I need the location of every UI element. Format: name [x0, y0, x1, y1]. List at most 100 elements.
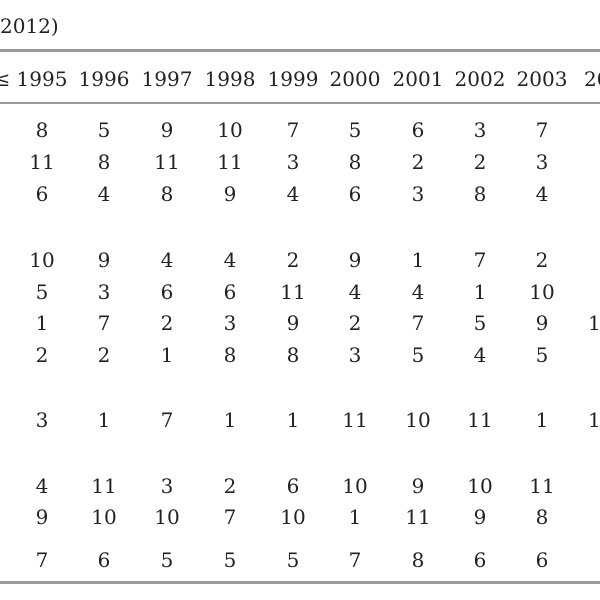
- table-cell: 2: [160, 311, 174, 335]
- table-cell: 2: [97, 343, 111, 367]
- header-cell-truncated-right: 20: [584, 67, 600, 91]
- table-cell: 1: [535, 408, 549, 432]
- table-cell: 3: [223, 311, 237, 335]
- table-cell: 6: [535, 548, 549, 572]
- table-cell: 4: [35, 474, 49, 498]
- table-cell: 10: [29, 248, 55, 272]
- table-cell: 2: [411, 150, 425, 174]
- table-cell: 9: [160, 118, 174, 142]
- table-cell: 10: [529, 280, 555, 304]
- table-cell: 10: [154, 505, 180, 529]
- table-cell: 1: [588, 408, 600, 432]
- table-cell: 11: [342, 408, 368, 432]
- table-cell: 11: [467, 408, 493, 432]
- table-cell: 4: [286, 182, 300, 206]
- table-cell: 11: [280, 280, 306, 304]
- table-cell: 2: [286, 248, 300, 272]
- table-cell: 1: [348, 505, 362, 529]
- table-cell: 3: [411, 182, 425, 206]
- table-cell: 6: [473, 548, 487, 572]
- table-cell: 7: [411, 311, 425, 335]
- table-cell: 7: [473, 248, 487, 272]
- table-cell: 6: [286, 474, 300, 498]
- header-cell-2003: 2003: [516, 67, 568, 91]
- table-cell: 4: [97, 182, 111, 206]
- table-cell: 1: [35, 311, 49, 335]
- table-cell: 7: [286, 118, 300, 142]
- table-cell: 5: [411, 343, 425, 367]
- table-cell: 2: [348, 311, 362, 335]
- header-cell-1996: 1996: [78, 67, 130, 91]
- table-cell: 3: [35, 408, 49, 432]
- table-cell: 11: [217, 150, 243, 174]
- table-cell: 9: [535, 311, 549, 335]
- table-cell: 9: [286, 311, 300, 335]
- table-cell: 1: [473, 280, 487, 304]
- header-cell-truncated-left: ≤: [0, 67, 11, 91]
- header-cell-2000: 2000: [329, 67, 381, 91]
- table-cell: 1: [97, 408, 111, 432]
- table-cell: 9: [411, 474, 425, 498]
- table-cell: 8: [35, 118, 49, 142]
- table-cell: 5: [348, 118, 362, 142]
- table-cell: 2: [35, 343, 49, 367]
- table-cell: 11: [529, 474, 555, 498]
- table-cell: 8: [348, 150, 362, 174]
- table-cell: 2: [535, 248, 549, 272]
- table-cell: 10: [280, 505, 306, 529]
- table-cell: 8: [160, 182, 174, 206]
- table-cell: 4: [348, 280, 362, 304]
- table-cell: 6: [223, 280, 237, 304]
- table-cell: 7: [160, 408, 174, 432]
- table-cell: 8: [411, 548, 425, 572]
- table-cell: 3: [535, 150, 549, 174]
- header-cell-1997: 1997: [141, 67, 193, 91]
- table-cell: 11: [405, 505, 431, 529]
- table-cell: 9: [35, 505, 49, 529]
- table-cell: 1: [286, 408, 300, 432]
- table-cell: 6: [160, 280, 174, 304]
- table-cell: 3: [160, 474, 174, 498]
- table-cell: 6: [35, 182, 49, 206]
- table-cell: 6: [97, 548, 111, 572]
- table-title: 2012): [0, 14, 59, 38]
- table-cell: 10: [405, 408, 431, 432]
- table-cell: 4: [411, 280, 425, 304]
- table-cell: 7: [35, 548, 49, 572]
- header-cell-1999: 1999: [267, 67, 319, 91]
- table-cell: 9: [473, 505, 487, 529]
- header-cell-1998: 1998: [204, 67, 256, 91]
- table-cell: 3: [348, 343, 362, 367]
- table-cell: 8: [286, 343, 300, 367]
- table-cell: 8: [473, 182, 487, 206]
- table-cell: 11: [154, 150, 180, 174]
- table-cell: 1: [223, 408, 237, 432]
- table-cell: 4: [535, 182, 549, 206]
- table-cell: 7: [535, 118, 549, 142]
- table-cell: 3: [286, 150, 300, 174]
- table-cell: 11: [29, 150, 55, 174]
- table-cell: 5: [97, 118, 111, 142]
- table-cell: 9: [97, 248, 111, 272]
- table-cell: 10: [91, 505, 117, 529]
- table-cell: 5: [535, 343, 549, 367]
- table-cell: 8: [97, 150, 111, 174]
- table-cell: 9: [223, 182, 237, 206]
- table-cell: 6: [348, 182, 362, 206]
- table-cell: 4: [473, 343, 487, 367]
- table-cell: 8: [535, 505, 549, 529]
- table-cell: 2: [473, 150, 487, 174]
- table-cell: 3: [473, 118, 487, 142]
- table-cell: 10: [467, 474, 493, 498]
- top-rule: [0, 49, 600, 52]
- table-cell: 11: [91, 474, 117, 498]
- table-cell: 5: [473, 311, 487, 335]
- table-cell: 1: [411, 248, 425, 272]
- table-cell: 5: [35, 280, 49, 304]
- table-cell: 7: [97, 311, 111, 335]
- header-cell-2001: 2001: [392, 67, 444, 91]
- table-cell: 5: [286, 548, 300, 572]
- table-cell: 1: [588, 311, 600, 335]
- table-cell: 3: [97, 280, 111, 304]
- table-cell: 7: [348, 548, 362, 572]
